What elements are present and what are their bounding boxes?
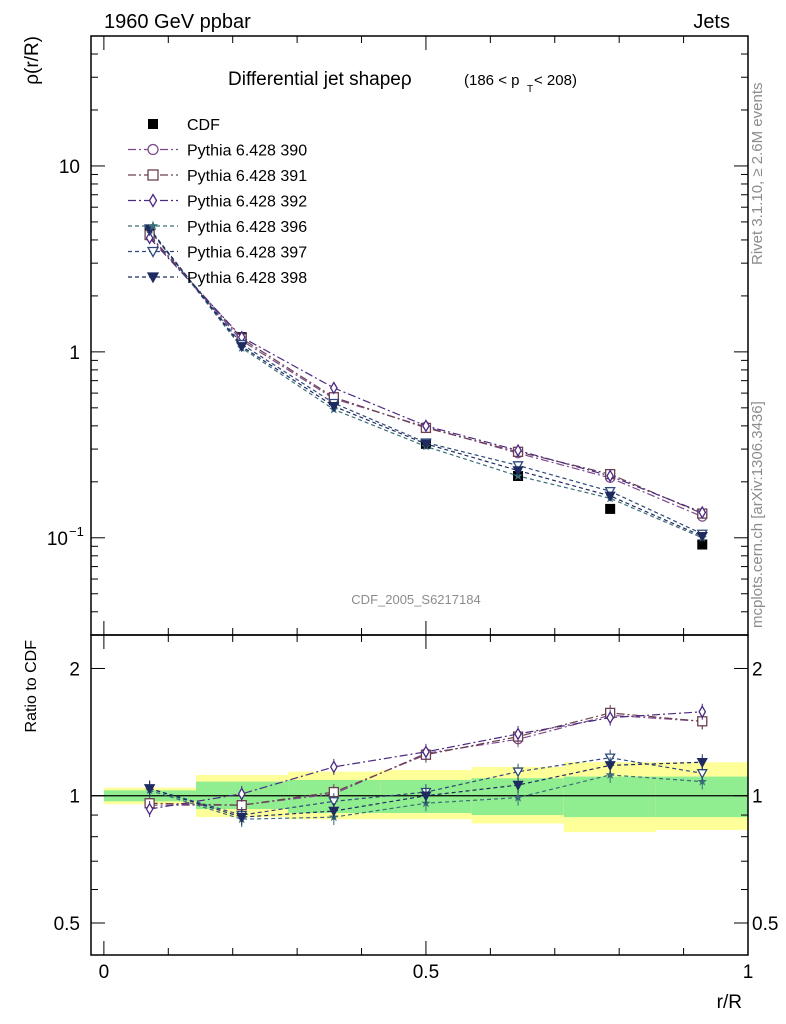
y-tick-label-exponent: −1 [69, 524, 84, 539]
series-3-point [329, 381, 338, 395]
ratio-series-5-point [236, 812, 248, 823]
legend-marker [147, 143, 159, 156]
x-tick-label: 1 [743, 962, 754, 983]
ratio-series-5-point [696, 758, 708, 769]
ratio-series-2-point [514, 727, 522, 741]
series-0-point [605, 503, 616, 514]
header-right: Jets [693, 11, 730, 33]
y-tick-label: 10 [47, 529, 68, 550]
x-axis-label: r/R [717, 992, 742, 1013]
chart-title-sub-suffix: < 208) [534, 72, 577, 89]
chart-title-sub-prefix: (186 < p [464, 72, 519, 89]
series-3-point [422, 419, 430, 433]
ratio-y-tick-label: 0.5 [54, 914, 80, 935]
x-tick-label: 0 [99, 962, 110, 983]
ratio-series-3-point [513, 792, 523, 802]
x-tick-label: 0.5 [413, 962, 439, 983]
ratio-series-5-point [420, 791, 432, 802]
ratio-series-2-point [329, 760, 338, 774]
legend-marker [147, 220, 159, 231]
rivet-version-label: Rivet 3.1.10, ≥ 2.6M events [749, 83, 766, 266]
legend-label: Pythia 6.428 398 [187, 270, 307, 287]
series-3-point [514, 443, 522, 458]
ratio-series-5-point [328, 806, 340, 817]
legend-marker [147, 169, 159, 181]
ratio-series-5-point [604, 761, 616, 772]
series-3-point [145, 231, 154, 245]
series-6-point [696, 531, 708, 543]
legend-marker [148, 193, 158, 208]
ratio-series-3-point [605, 770, 615, 779]
legend-label: Pythia 6.428 391 [187, 168, 307, 185]
legend-label: Pythia 6.428 390 [187, 143, 307, 160]
ratio-series-5-point [512, 780, 524, 791]
band-inner-5 [563, 776, 656, 818]
legend-marker [146, 246, 160, 258]
ratio-series-4-point [328, 797, 340, 808]
ratio-plot-axes: 0.5 0.5 1 1 2 2 0 0.5 1 [54, 634, 778, 983]
chart-title: Differential jet shapeρ [228, 69, 412, 90]
series-6-point [328, 401, 340, 413]
ratio-series-4-point [512, 767, 524, 778]
series-6-point [512, 466, 524, 477]
chart-title-sub-index: T [527, 84, 533, 95]
series-6-point [604, 491, 616, 502]
ratio-y-tick-label-right: 2 [752, 659, 763, 680]
legend-label: Pythia 6.428 396 [187, 219, 307, 236]
header-left: 1960 GeV ppbar [104, 11, 251, 33]
series-6-point [236, 342, 248, 353]
ratio-series-2-point [422, 745, 430, 759]
legend-marker [146, 272, 160, 284]
plot-frame [90, 634, 749, 956]
y-axis-label-main: ρ(r/R) [22, 36, 43, 85]
analysis-watermark: CDF_2005_S6217184 [351, 592, 480, 607]
ratio-series-2-point [698, 705, 707, 719]
ratio-y-tick-label: 2 [69, 659, 80, 680]
ratio-series-5-point [144, 784, 156, 795]
ratio-series-2-point [606, 710, 615, 725]
y-tick-label: 1 [69, 343, 80, 364]
main-plot-series [144, 224, 708, 550]
ratio-y-tick-label: 1 [69, 787, 80, 808]
y-axis-label-ratio: Ratio to CDF [23, 640, 40, 733]
series-0-point [697, 539, 708, 550]
legend: CDF Pythia 6.428 390 Pythia 6.428 391 Pythi… [128, 117, 307, 287]
mcplots-label: mcplots.cern.ch [arXiv:1306.3436] [749, 401, 766, 628]
legend-label: Pythia 6.428 392 [187, 194, 307, 211]
legend-label: Pythia 6.428 397 [187, 245, 307, 262]
legend-marker [148, 119, 158, 129]
series-5-point [512, 461, 524, 472]
ratio-series-2-point [237, 787, 246, 801]
series-3-point [606, 469, 615, 483]
ratio-plot-series [144, 703, 708, 828]
series-6-point [420, 439, 432, 450]
ratio-y-tick-label-right: 0.5 [752, 914, 778, 935]
y-tick-label: 10 [59, 157, 80, 178]
ratio-series-2-point [145, 802, 154, 816]
series-3-point [698, 505, 707, 520]
ratio-y-tick-label-right: 1 [752, 787, 763, 808]
legend-label: CDF [187, 117, 220, 134]
